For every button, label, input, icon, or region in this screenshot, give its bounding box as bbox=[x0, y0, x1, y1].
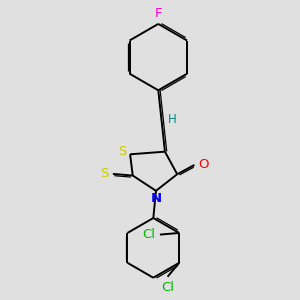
Text: N: N bbox=[150, 193, 161, 206]
Text: Cl: Cl bbox=[142, 228, 156, 241]
Text: O: O bbox=[198, 158, 209, 171]
Text: S: S bbox=[118, 145, 126, 158]
Text: H: H bbox=[168, 113, 177, 127]
Text: Cl: Cl bbox=[161, 281, 174, 294]
Text: S: S bbox=[100, 167, 109, 180]
Text: F: F bbox=[154, 7, 162, 20]
